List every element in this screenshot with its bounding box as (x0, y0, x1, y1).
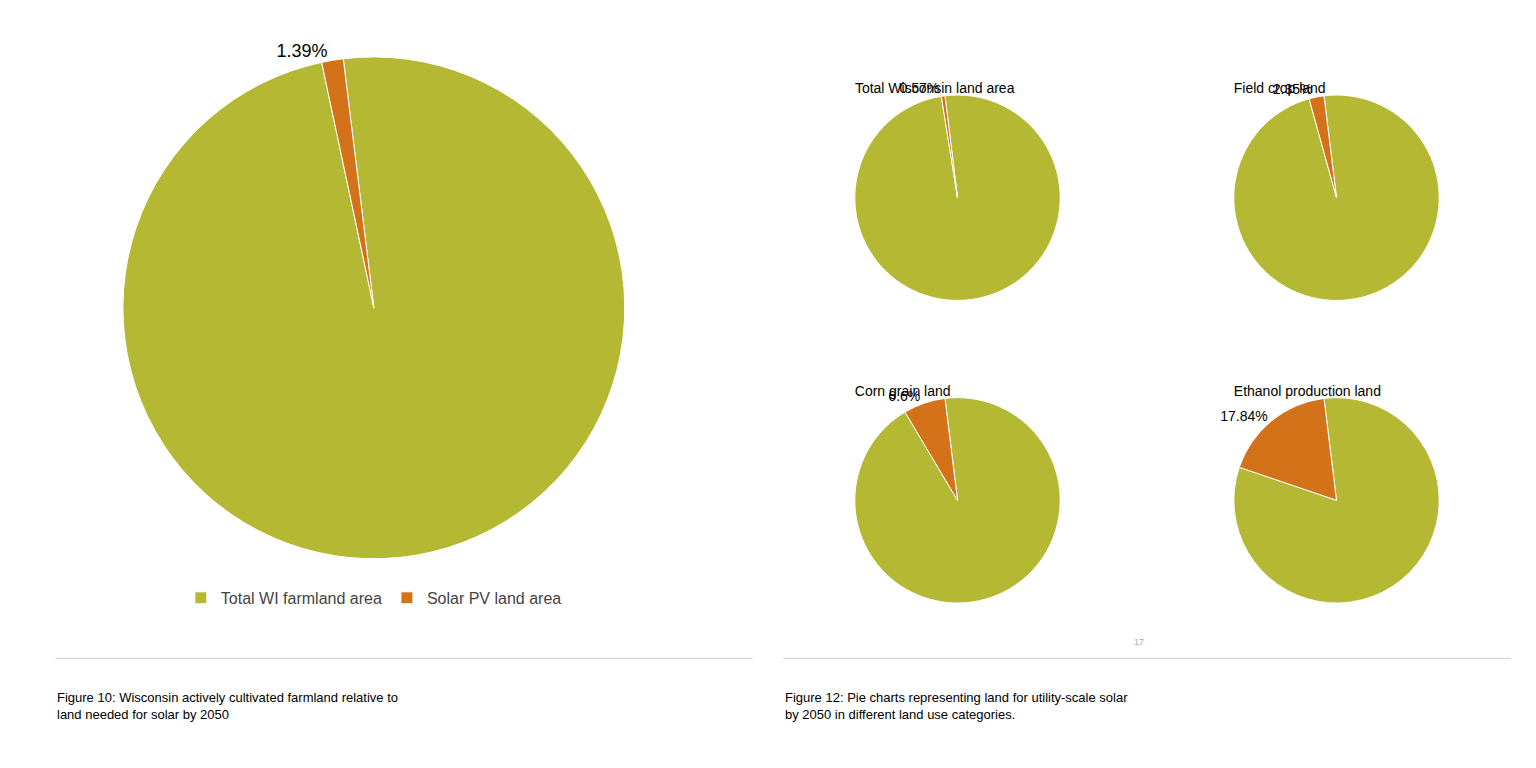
svg-text:Corn grain land: Corn grain land (855, 383, 951, 399)
svg-text:17: 17 (1134, 637, 1144, 647)
svg-text:Figure 12: Pie charts represen: Figure 12: Pie charts representing land … (785, 690, 1128, 722)
svg-text:17.84%: 17.84% (1220, 408, 1267, 424)
svg-text:Total Wisconsin land area: Total Wisconsin land area (855, 80, 1015, 96)
svg-text:1.39%: 1.39% (276, 41, 327, 61)
svg-text:0.57%: 0.57% (899, 80, 939, 96)
svg-text:Solar PV land area: Solar PV land area (427, 590, 561, 607)
svg-text:Ethanol production land: Ethanol production land (1234, 383, 1381, 399)
svg-text:Figure 10: Wisconsin actively: Figure 10: Wisconsin actively cultivated… (57, 690, 398, 722)
svg-text:2.35%: 2.35% (1273, 81, 1313, 97)
svg-text:6.6%: 6.6% (888, 388, 920, 404)
svg-text:Field crop land: Field crop land (1234, 80, 1326, 96)
svg-text:Total WI farmland area: Total WI farmland area (221, 590, 382, 607)
